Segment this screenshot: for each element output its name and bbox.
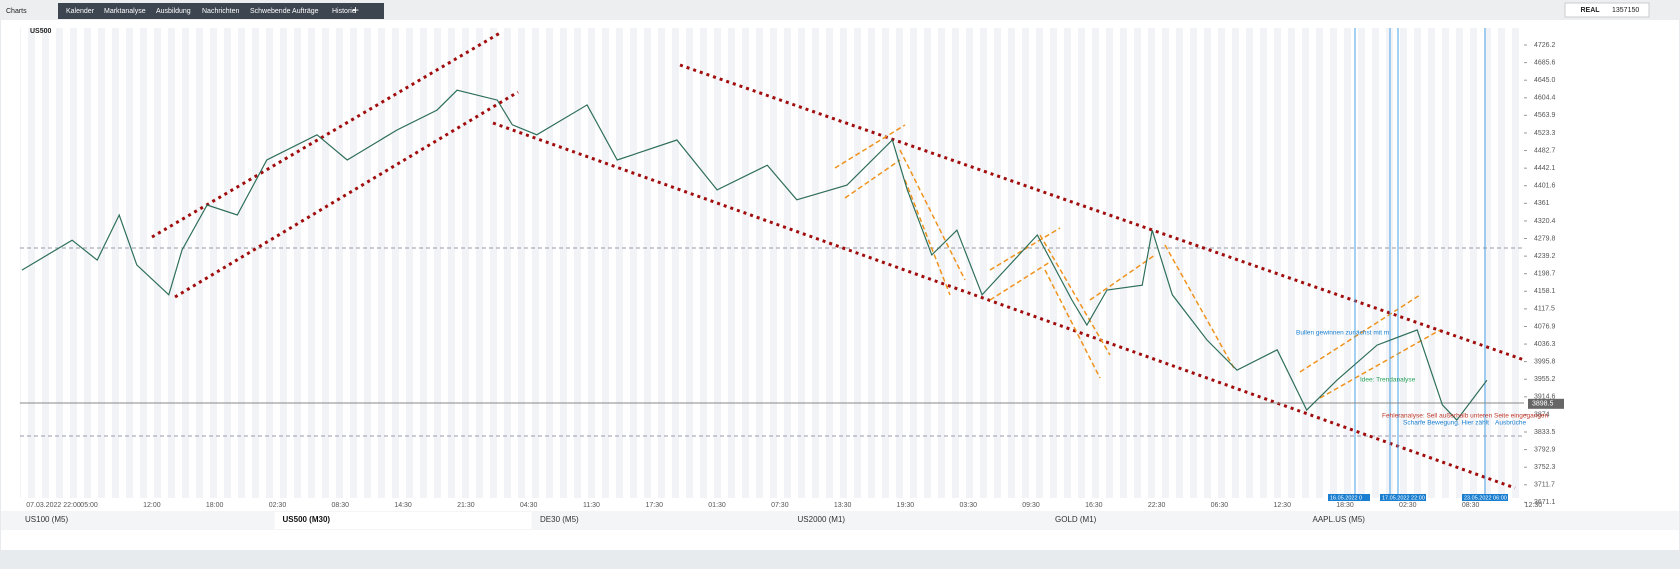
time-label: 03:30: [959, 502, 977, 509]
annotation: Ausbrüche: [1495, 420, 1526, 427]
price-tick-label: 4604.4: [1534, 95, 1556, 102]
nav-tab[interactable]: Kalender: [66, 8, 95, 15]
price-tick-label: 4401.6: [1534, 183, 1556, 190]
price-tick-label: 4036.3: [1534, 341, 1556, 348]
price-tick-label: 4239.2: [1534, 253, 1556, 260]
time-label: 08:30: [1462, 502, 1480, 509]
price-tick-label: 4523.3: [1534, 130, 1556, 137]
price-tick-label: 3833.5: [1534, 429, 1556, 436]
price-tick-label: 4726.2: [1534, 42, 1556, 49]
time-label: 21:30: [457, 502, 475, 509]
price-tick-label: 3711.7: [1534, 482, 1555, 489]
nav-tab[interactable]: Marktanalyse: [104, 8, 146, 15]
marker-label: 17.05.2022 22:00: [1382, 495, 1425, 501]
active-tab: [274, 512, 532, 529]
time-label: 09:30: [1022, 502, 1040, 509]
price-tick-label: 4320.4: [1534, 218, 1556, 225]
annotation: Bullen gewinnen zunächst mit m: [1296, 330, 1389, 337]
annotation: Idee: Trendanalyse: [1360, 377, 1416, 384]
session-bands: [20, 28, 1524, 498]
marker-label: 16.05.2022 0: [1330, 495, 1362, 501]
time-label: 19:30: [897, 502, 915, 509]
account-number: 1357150: [1612, 7, 1639, 14]
price-tick-label: 4482.7: [1534, 147, 1556, 154]
marker-tag: [1328, 494, 1370, 501]
footer-tab[interactable]: AAPL.US (M5): [1313, 515, 1366, 524]
time-label: 12:30: [1525, 502, 1543, 509]
time-label: 02:30: [269, 502, 287, 509]
time-label: 17:30: [645, 502, 663, 509]
footer-tab[interactable]: DE30 (M5): [540, 515, 579, 524]
account-box[interactable]: [1564, 2, 1650, 18]
nav-tab[interactable]: Historie: [332, 8, 356, 15]
time-label: 18:00: [206, 502, 224, 509]
price-tick-label: 4158.1: [1534, 288, 1556, 295]
time-label: 22:30: [1148, 502, 1166, 509]
app-menu[interactable]: Charts: [6, 8, 27, 15]
price-tick-label: 3914.6: [1534, 394, 1556, 401]
symbol: US500: [30, 28, 52, 35]
footer-tab[interactable]: US500 (M30): [283, 515, 331, 524]
price-tick-label: 4685.6: [1534, 59, 1556, 66]
time-label: 08:30: [332, 502, 350, 509]
tab-strip: [58, 3, 384, 19]
time-label: 04:30: [520, 502, 538, 509]
time-label: 12:30: [1273, 502, 1291, 509]
time-label: 01:30: [708, 502, 726, 509]
price-tick-label: 3955.2: [1534, 376, 1556, 383]
marker-lines: [1354, 28, 1486, 497]
trend-lines: [151, 31, 1531, 490]
price-tick-label: 4279.8: [1534, 235, 1556, 242]
price-tick-label: 4645.0: [1534, 77, 1556, 84]
annotation: Scharfe Bewegung. Hier zählt: [1403, 420, 1489, 427]
nav-tab[interactable]: Nachrichten: [202, 8, 239, 15]
time-label: 18:30: [1336, 502, 1354, 509]
time-label: 12:00: [143, 502, 161, 509]
price-axis: [1524, 28, 1569, 498]
price-tick-label: 3995.8: [1534, 358, 1556, 365]
time-label: 07.03.2022 22:00: [26, 502, 81, 509]
current-price-tag: [1528, 398, 1564, 409]
top-bar: [0, 0, 1680, 20]
time-label: 05:00: [80, 502, 98, 509]
annotation: Fehleranalyse: Sell außerhalb unteren Se…: [1382, 413, 1549, 420]
marker-label: 23.05.2022 06:00: [1464, 495, 1507, 501]
price-tick-label: 4361: [1534, 200, 1550, 207]
price-tick-label: 3671.1: [1534, 499, 1556, 506]
price-tick-label: 4563.9: [1534, 112, 1556, 119]
time-label: 14:30: [394, 502, 412, 509]
time-label: 16:30: [1085, 502, 1103, 509]
footer-tab[interactable]: GOLD (M1): [1055, 515, 1097, 524]
price-tick-label: 4076.9: [1534, 323, 1556, 330]
price-tick-label: 3752.3: [1534, 464, 1556, 471]
time-label: 07:30: [771, 502, 789, 509]
price-tick-label: 3792.9: [1534, 446, 1556, 453]
add-tab[interactable]: +: [352, 3, 359, 17]
price-tick-label: 3874: [1534, 411, 1550, 418]
current-price-label: 3898.5: [1532, 401, 1554, 408]
price-tick-label: 4198.7: [1534, 271, 1556, 278]
marker-tag: [1462, 494, 1508, 501]
footer-tab[interactable]: US2000 (M1): [798, 515, 846, 524]
footer-tab[interactable]: US100 (M5): [25, 515, 68, 524]
time-label: 11:30: [583, 502, 600, 509]
account-type: REAL: [1580, 7, 1600, 14]
time-label: 06:30: [1211, 502, 1229, 509]
marker-tag: [1380, 494, 1426, 501]
time-label: 13:30: [834, 502, 852, 509]
price-tick-label: 4442.1: [1534, 165, 1556, 172]
price-tick-label: 4117.5: [1534, 306, 1555, 313]
price-line: [21, 89, 1488, 422]
nav-tab[interactable]: Ausbildung: [156, 8, 191, 15]
time-label: 02:30: [1399, 502, 1417, 509]
nav-tab[interactable]: Schwebende Aufträge: [250, 8, 319, 15]
